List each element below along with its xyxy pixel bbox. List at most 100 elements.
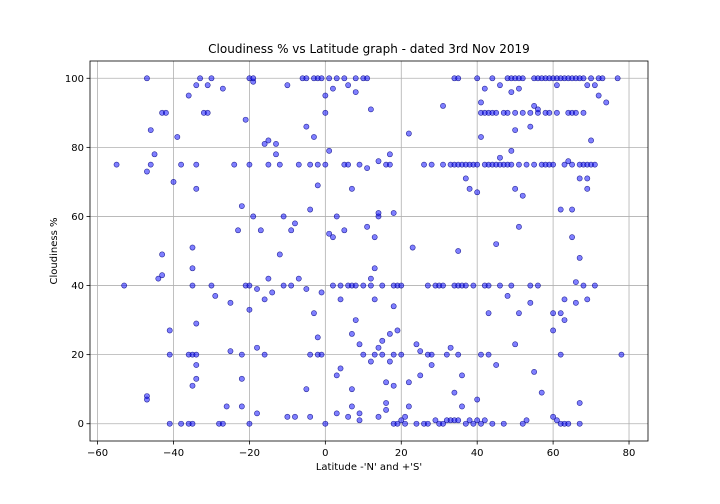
data-point xyxy=(394,420,401,427)
data-point xyxy=(326,75,333,82)
data-point xyxy=(261,296,268,303)
data-point xyxy=(307,351,314,358)
data-point xyxy=(330,234,336,241)
data-point xyxy=(238,403,245,410)
x-tick-label: 20 xyxy=(395,448,408,459)
data-point xyxy=(474,75,481,82)
data-point xyxy=(485,351,492,358)
data-point xyxy=(250,75,257,82)
data-point xyxy=(569,161,575,168)
x-tick-label: −40 xyxy=(163,448,184,459)
data-point xyxy=(561,317,568,323)
data-point xyxy=(330,282,336,289)
data-point xyxy=(345,161,352,168)
data-point xyxy=(451,389,458,396)
data-point xyxy=(189,265,196,272)
data-point xyxy=(349,185,355,192)
data-point xyxy=(591,82,598,89)
data-point xyxy=(546,109,553,116)
data-point xyxy=(531,161,538,168)
data-point xyxy=(238,375,245,382)
data-point xyxy=(580,109,587,116)
data-point xyxy=(273,151,279,158)
data-point xyxy=(516,310,522,317)
data-point xyxy=(398,351,405,358)
data-point xyxy=(276,161,283,168)
data-point xyxy=(193,161,200,168)
data-point xyxy=(163,109,169,116)
data-point xyxy=(394,327,401,334)
data-points xyxy=(113,75,625,427)
data-point xyxy=(227,348,234,355)
data-point xyxy=(580,282,587,289)
data-point xyxy=(512,185,519,192)
data-point xyxy=(159,272,166,279)
data-point xyxy=(572,299,579,306)
data-point xyxy=(432,417,439,424)
data-point xyxy=(599,75,606,82)
data-point xyxy=(550,161,557,168)
data-point xyxy=(424,282,431,289)
data-point xyxy=(576,400,583,406)
data-point xyxy=(591,161,598,168)
data-point xyxy=(288,282,295,289)
data-point xyxy=(550,413,557,420)
y-tick-label: 80 xyxy=(71,143,84,154)
data-point xyxy=(352,282,359,289)
x-tick-label: 60 xyxy=(547,448,560,459)
data-point xyxy=(576,175,583,182)
data-point xyxy=(273,141,279,147)
x-tick-label: −60 xyxy=(87,448,108,459)
data-point xyxy=(455,417,462,424)
data-point xyxy=(553,109,560,116)
data-point xyxy=(595,92,602,99)
data-point xyxy=(478,420,484,427)
data-point xyxy=(371,234,378,241)
data-point xyxy=(440,161,446,168)
data-point xyxy=(462,282,469,289)
data-point xyxy=(314,334,321,341)
data-point xyxy=(455,351,462,358)
data-point xyxy=(367,106,374,113)
data-point xyxy=(189,382,196,389)
data-point xyxy=(386,358,393,365)
data-point xyxy=(576,420,583,427)
data-point xyxy=(390,303,397,310)
data-point xyxy=(280,213,287,220)
data-point xyxy=(390,351,397,358)
x-tick-label: −20 xyxy=(239,448,260,459)
data-point xyxy=(250,213,257,220)
data-point xyxy=(557,206,564,213)
data-point xyxy=(265,161,272,168)
data-point xyxy=(379,337,386,344)
data-point xyxy=(314,161,321,168)
data-point xyxy=(151,151,158,158)
data-point xyxy=(390,210,397,216)
data-point xyxy=(246,161,253,168)
data-point xyxy=(360,351,367,358)
data-point xyxy=(349,403,355,410)
data-point xyxy=(383,407,389,413)
data-point xyxy=(462,175,469,182)
data-point xyxy=(474,396,481,403)
data-point xyxy=(341,75,348,82)
data-point xyxy=(569,234,575,241)
data-point xyxy=(512,341,519,348)
data-point xyxy=(367,358,374,365)
data-point xyxy=(531,369,538,375)
data-point xyxy=(341,227,348,234)
y-tick-label: 40 xyxy=(71,281,84,292)
x-tick-label: 0 xyxy=(322,448,328,459)
data-point xyxy=(333,75,340,82)
data-point xyxy=(443,351,450,358)
data-point xyxy=(333,372,340,379)
data-point xyxy=(440,420,446,427)
data-point xyxy=(519,192,526,199)
data-point xyxy=(550,310,557,317)
data-point xyxy=(113,161,120,168)
data-point xyxy=(284,413,291,420)
data-point xyxy=(561,296,568,303)
data-point xyxy=(265,137,272,144)
data-point xyxy=(257,227,264,234)
